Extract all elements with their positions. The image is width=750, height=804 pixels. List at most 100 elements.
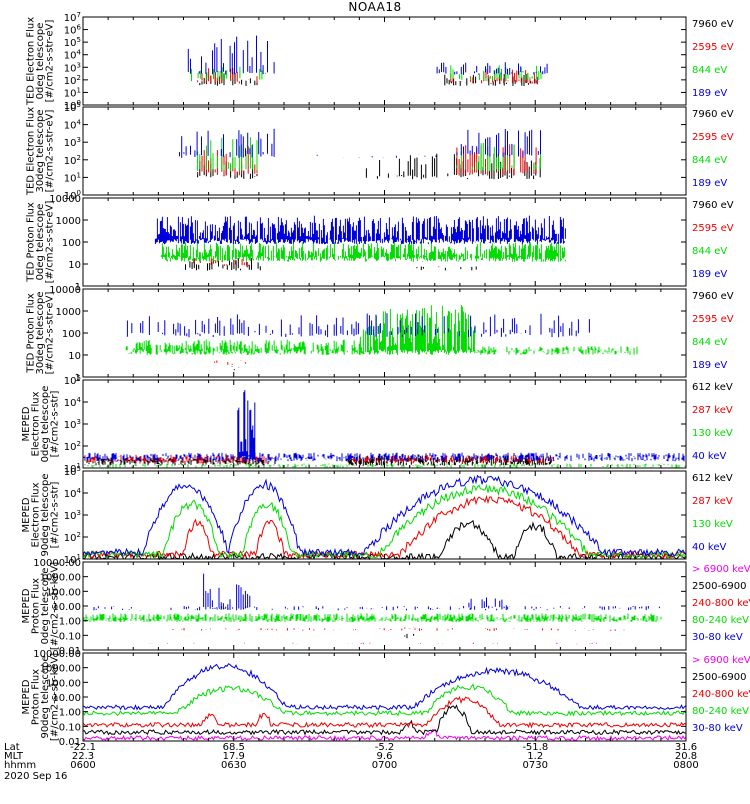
series-2595-ev — [214, 360, 246, 365]
legend-item: 30-80 keV — [692, 723, 743, 734]
y-axis-label-line: MEPED — [21, 406, 32, 441]
series-trace — [82, 483, 687, 560]
series-30-80-kev — [82, 573, 660, 611]
footer-lat-value: 31.6 — [675, 742, 697, 753]
y-tick-label: 10 — [68, 351, 81, 362]
legend-item: 844 eV — [692, 246, 727, 257]
series-2500-6900-kev — [404, 633, 415, 639]
series-trace — [83, 704, 687, 736]
y-tick-label: 10.00 — [52, 602, 81, 613]
footer-hhmm-value: 0700 — [372, 760, 397, 771]
legend-item: 844 eV — [692, 65, 727, 76]
series-marks — [231, 366, 240, 371]
series-trace — [82, 663, 687, 711]
legend-item: 189 eV — [692, 178, 727, 189]
series-marks — [316, 154, 437, 158]
y-tick-label: 102 — [64, 74, 81, 87]
series-trace — [82, 695, 687, 729]
legend-item: > 6900 keV — [692, 655, 750, 666]
y-tick-label: 101 — [64, 86, 81, 99]
legend-item: 844 eV — [692, 337, 727, 348]
y-tick-label: 104 — [64, 49, 82, 62]
legend-item: > 6900 keV — [692, 564, 750, 575]
series--6900-kev — [149, 642, 622, 645]
series-marks — [154, 215, 566, 245]
legend-item: 7960 eV — [692, 291, 734, 302]
footer-hhmm-value: 0730 — [523, 760, 548, 771]
y-tick-label: 105 — [64, 101, 81, 114]
series-marks — [82, 606, 660, 611]
y-axis-label-line: [#/cm2-s-str-eV] — [45, 20, 56, 103]
series-7960-ev — [185, 257, 477, 271]
y-axis-label-line: 0deg telescope — [40, 568, 51, 645]
y-tick-label: 101 — [64, 171, 81, 184]
series-marks — [474, 346, 638, 355]
y-axis-label-line: MEPED — [21, 588, 32, 623]
series-marks — [172, 628, 625, 631]
legend-item: 130 keV — [692, 519, 733, 530]
series-80-240-kev — [82, 683, 687, 717]
series-marks — [416, 266, 477, 271]
y-tick-label: 0.01 — [59, 737, 81, 748]
y-tick-label: 103 — [64, 418, 81, 431]
y-tick-label: 103 — [64, 509, 81, 522]
legend-item: 80-240 keV — [692, 615, 749, 626]
legend-item: 40 keV — [692, 451, 726, 462]
footer-row-label: MLT — [4, 751, 24, 762]
series-130-kev — [82, 483, 687, 560]
series-189-ev — [126, 313, 590, 338]
y-axis-label-line: 0deg telescope — [40, 386, 51, 463]
series-trace — [82, 474, 687, 558]
series-7960-ev — [231, 366, 240, 371]
y-axis-label-line: [#/cm2-s-str] — [49, 390, 60, 457]
series-189-ev — [187, 35, 548, 75]
y-axis-label-line: 0deg telescope — [35, 23, 46, 100]
footer-mlt-value: 22.3 — [72, 751, 94, 762]
y-tick-label: 104 — [64, 119, 82, 132]
y-tick-label: 105 — [64, 36, 81, 49]
page-title: NOAA18 — [348, 0, 402, 14]
series-7960-ev — [199, 72, 538, 86]
series-844-ev — [160, 242, 566, 262]
legend-item: 7960 eV — [692, 109, 734, 120]
y-axis-label-line: [#/cm2-s-str-keV] — [49, 562, 60, 650]
legend-item: 2500-6900 keV — [692, 581, 750, 592]
y-tick-label: 10000 — [49, 194, 81, 205]
footer-date: 2020 Sep 16 — [4, 771, 67, 782]
legend-item: 2595 eV — [692, 223, 734, 234]
footer-mlt-value: 20.8 — [675, 751, 697, 762]
series-marks — [187, 35, 275, 75]
y-tick-label: 102 — [64, 440, 81, 453]
series-marks — [450, 65, 542, 81]
footer-hhmm-value: 0800 — [673, 760, 698, 771]
y-axis-label-line: TED Proton Flux — [26, 202, 37, 283]
series-marks — [444, 74, 538, 86]
series-30-80-kev — [82, 663, 687, 711]
y-axis-label-line: Electron Flux — [30, 391, 41, 456]
legend-item: 2595 eV — [692, 132, 734, 143]
series-844-ev — [197, 137, 541, 172]
y-tick-label: 100.00 — [46, 678, 81, 689]
y-tick-label: 1000.00 — [40, 573, 81, 584]
legend-item: 189 eV — [692, 269, 727, 280]
y-axis-label-line: [#/cm2-s-str-eV] — [45, 110, 56, 193]
y-tick-label: 0.10 — [59, 631, 81, 642]
series-marks — [237, 390, 256, 462]
y-axis-label-line: MEPED — [21, 497, 32, 532]
y-axis-label-line: Proton Flux — [30, 578, 41, 634]
legend-item: 40 keV — [692, 542, 726, 553]
series-marks — [404, 633, 415, 639]
series-189-ev — [179, 128, 541, 158]
y-tick-label: 100 — [62, 238, 81, 249]
y-axis-label-line: [#/cm2-s-str-eV] — [45, 292, 56, 375]
y-tick-label: 103 — [64, 136, 81, 149]
y-axis-label-line: 30deg telescope — [35, 291, 46, 374]
y-tick-label: 104 — [64, 396, 82, 409]
footer-mlt-value: 9.6 — [377, 751, 393, 762]
y-tick-label: 105 — [64, 374, 81, 387]
